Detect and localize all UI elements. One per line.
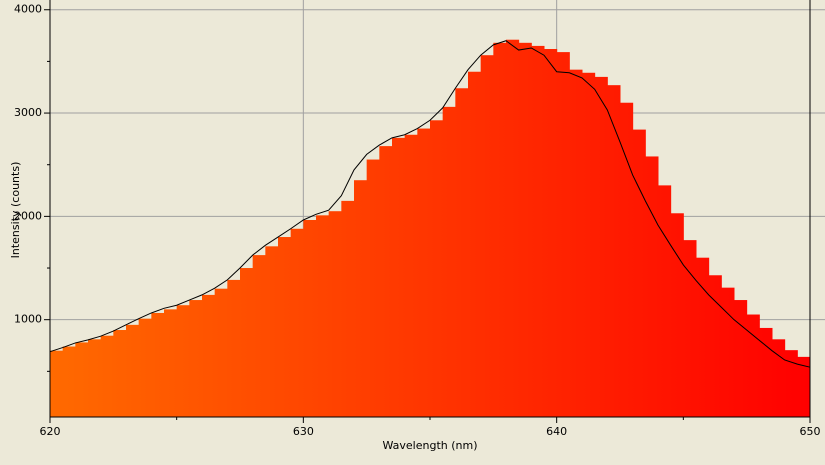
bar — [607, 85, 621, 418]
bar — [632, 129, 646, 417]
bar — [366, 159, 380, 417]
bar — [240, 268, 254, 417]
bar — [227, 279, 241, 417]
bar — [670, 213, 684, 417]
bar — [189, 300, 203, 417]
bar — [721, 287, 735, 417]
x-tick-label: 620 — [40, 425, 61, 438]
x-tick-label: 650 — [800, 425, 821, 438]
bar — [683, 240, 697, 417]
bar — [88, 339, 102, 417]
y-tick-label: 4000 — [14, 3, 42, 16]
bar — [594, 76, 608, 417]
bar — [708, 275, 722, 417]
bar — [138, 318, 152, 417]
bar — [645, 156, 659, 418]
bar — [582, 72, 596, 418]
bar — [151, 312, 165, 417]
bar — [784, 350, 798, 417]
bar — [290, 228, 304, 417]
bar — [556, 52, 570, 417]
bar — [341, 200, 355, 417]
bar — [164, 309, 178, 417]
bar — [734, 300, 748, 417]
bar — [442, 106, 456, 417]
bar — [544, 49, 558, 418]
bar — [278, 237, 292, 417]
bar — [759, 327, 773, 417]
bar — [404, 134, 418, 417]
bar — [265, 246, 279, 417]
x-axis-label: Wavelength (nm) — [382, 439, 477, 452]
bar — [430, 120, 444, 417]
bar — [455, 88, 469, 418]
y-tick-label: 2000 — [14, 209, 42, 222]
bar — [746, 314, 760, 417]
bar — [100, 335, 114, 417]
bar — [772, 339, 786, 417]
bar — [468, 71, 482, 418]
bar — [303, 219, 317, 417]
bar — [531, 45, 545, 418]
bar — [696, 257, 710, 417]
bar — [480, 55, 494, 417]
bar — [797, 356, 811, 417]
line — [49, 40, 811, 368]
bar — [202, 294, 216, 417]
bar — [113, 330, 127, 417]
bar — [62, 346, 76, 417]
bar — [620, 102, 634, 418]
bar — [354, 180, 368, 417]
bar — [126, 324, 140, 417]
bar — [518, 42, 532, 418]
bar — [379, 146, 393, 417]
bar — [214, 288, 228, 417]
bar — [493, 42, 507, 418]
bar — [392, 137, 406, 417]
bar — [569, 69, 583, 418]
bar — [328, 211, 342, 417]
bar — [506, 39, 520, 417]
bar — [50, 350, 64, 417]
bar — [417, 128, 431, 417]
bar — [176, 305, 190, 417]
x-tick-label: 640 — [546, 425, 567, 438]
bar — [252, 255, 266, 417]
y-tick-label: 1000 — [14, 313, 42, 326]
y-tick-label: 3000 — [14, 106, 42, 119]
bar — [75, 342, 89, 417]
y-axis-label: Intensity (counts) — [9, 162, 22, 259]
bar — [316, 215, 330, 417]
bar — [658, 185, 672, 417]
x-tick-label: 630 — [293, 425, 314, 438]
